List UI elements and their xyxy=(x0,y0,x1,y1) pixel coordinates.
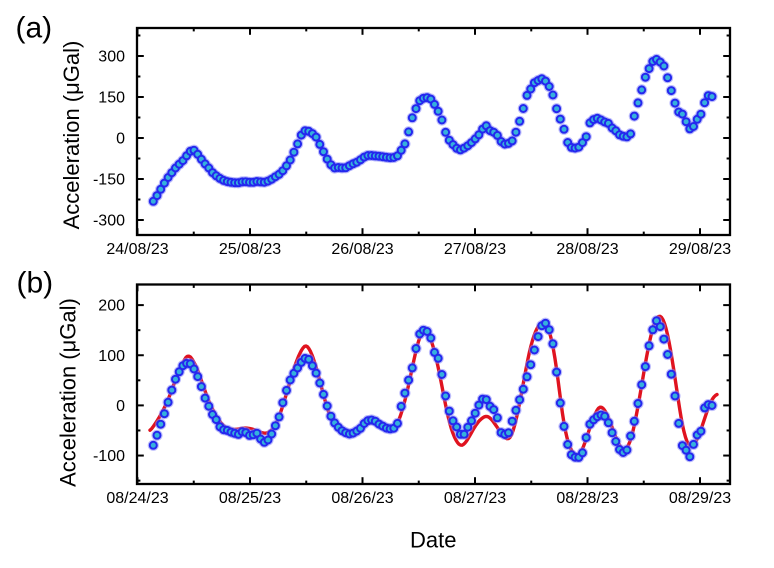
svg-text:Acceleration (μGal): Acceleration (μGal) xyxy=(59,41,84,230)
svg-text:100: 100 xyxy=(98,348,125,365)
svg-text:150: 150 xyxy=(98,90,125,107)
svg-text:300: 300 xyxy=(98,49,125,66)
svg-text:08/27/23: 08/27/23 xyxy=(444,490,506,507)
svg-text:(b): (b) xyxy=(17,267,54,300)
svg-text:26/08/23: 26/08/23 xyxy=(331,241,393,258)
svg-text:0: 0 xyxy=(116,131,125,148)
svg-text:08/28/23: 08/28/23 xyxy=(556,490,618,507)
svg-text:200: 200 xyxy=(98,298,125,315)
svg-text:28/08/23: 28/08/23 xyxy=(556,241,618,258)
svg-text:27/08/23: 27/08/23 xyxy=(444,241,506,258)
svg-text:Date: Date xyxy=(410,527,456,552)
svg-text:24/08/23: 24/08/23 xyxy=(106,241,168,258)
svg-text:08/26/23: 08/26/23 xyxy=(331,490,393,507)
svg-text:-150: -150 xyxy=(93,172,125,189)
svg-text:0: 0 xyxy=(116,398,125,415)
svg-text:08/24/23: 08/24/23 xyxy=(106,490,168,507)
svg-text:(a): (a) xyxy=(16,12,53,45)
svg-text:08/25/23: 08/25/23 xyxy=(219,490,281,507)
svg-text:29/08/23: 29/08/23 xyxy=(669,241,731,258)
svg-text:-300: -300 xyxy=(93,213,125,230)
svg-text:-100: -100 xyxy=(93,448,125,465)
svg-text:Acceleration (μGal): Acceleration (μGal) xyxy=(56,298,81,487)
svg-text:08/29/23: 08/29/23 xyxy=(669,490,731,507)
svg-text:25/08/23: 25/08/23 xyxy=(219,241,281,258)
